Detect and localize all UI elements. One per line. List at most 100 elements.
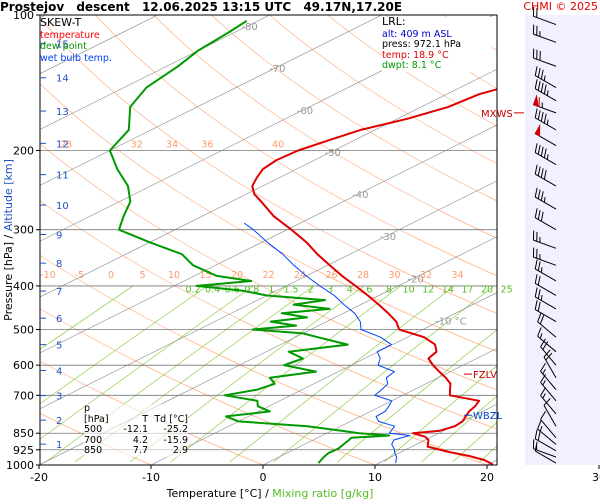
wbzl-label: WBZL: [473, 411, 503, 422]
mixing-ratio-label: 10: [403, 284, 415, 295]
y-axis-title-pressure: Pressure [hPa]: [2, 238, 15, 320]
credit-text: CHMI © 2025: [523, 0, 598, 13]
mixing-ratio-label: 1: [268, 284, 274, 295]
altitude-tick-label: 6: [56, 314, 62, 325]
mixing-ratio-label: 2: [308, 284, 314, 295]
y-axis-title: Pressure [hPa] / Altitude [km]: [2, 159, 15, 321]
pressure-tick-label: 850: [13, 427, 34, 440]
altitude-tick-label: 8: [56, 259, 62, 270]
pressure-tick-label: 925: [13, 444, 34, 457]
dry-adiabat-label: 22: [262, 270, 274, 281]
pressure-tick-label: 1000: [6, 459, 34, 472]
altitude-tick-label: 3: [56, 392, 62, 403]
altitude-tick-label: 5: [56, 341, 62, 352]
pressure-tick-label: 500: [13, 324, 34, 337]
x-axis-title-mixing: Mixing ratio [g/kg]: [272, 487, 373, 500]
altitude-tick-label: 11: [56, 171, 69, 182]
pressure-tick-label: 400: [13, 280, 34, 293]
plot-background: [40, 15, 497, 465]
pressure-tick-label: 700: [13, 389, 34, 402]
sounding-datetime: 12.06.2025 13:15 UTC: [142, 0, 291, 14]
isotherm-label: -70: [269, 64, 285, 75]
table-cell: -12.1: [114, 425, 148, 436]
sounding-location: 49.17N,17.20E: [303, 0, 402, 14]
altitude-tick-label: 12: [56, 139, 69, 150]
y-axis-title-separator: /: [2, 231, 15, 238]
legend-title: SKEW-T: [40, 17, 170, 29]
table-cell: 2.9: [148, 446, 188, 457]
mixing-ratio-label: 20: [481, 284, 493, 295]
altitude-tick-label: 7: [56, 287, 62, 298]
pressure-tick-label: 600: [13, 359, 34, 372]
mixing-ratio-label: 12: [422, 284, 434, 295]
mxws-label: MXWS: [481, 109, 513, 120]
lrl-title: LRL:: [382, 17, 492, 28]
table-header-cell: p [hPa]: [84, 404, 114, 425]
y-axis-title-altitude: Altitude [km]: [2, 159, 15, 231]
dry-adiabat-label: 36: [201, 139, 213, 150]
isotherm-label: -30: [380, 232, 396, 243]
lrl-dewpoint: dwpt: 8.1 °C: [382, 61, 492, 72]
isotherm-label: -60: [297, 106, 313, 117]
table-cell: 500: [84, 425, 114, 436]
dry-adiabat-label: 34: [166, 139, 178, 150]
altitude-tick-label: 14: [56, 74, 69, 85]
mixing-ratio-label: 25: [501, 284, 513, 295]
dry-adiabat-label: 0: [108, 270, 114, 281]
dry-adiabat-label: 34: [451, 270, 463, 281]
sounding-mode: descent: [76, 0, 129, 14]
x-axis-title: Temperature [°C] / Mixing ratio [g/kg]: [166, 487, 374, 500]
mixing-ratio-label: 4: [347, 284, 353, 295]
dry-adiabat-label: 5: [139, 270, 145, 281]
pressure-tick-label: 300: [13, 224, 34, 237]
lrl-info-box: LRL: alt: 409 m ASL press: 972.1 hPa tem…: [382, 17, 492, 72]
dry-adiabat-label: 24: [294, 270, 306, 281]
altitude-tick-label: 13: [56, 107, 69, 118]
x-tick-label: -10: [142, 471, 160, 484]
altitude-tick-label: 1: [56, 440, 62, 451]
mixing-ratio-label: 14: [442, 284, 454, 295]
legend-item-dewpoint: dew point: [40, 41, 170, 53]
dry-adiabat-label: 32: [420, 270, 432, 281]
x-tick-label: 0: [260, 471, 267, 484]
dry-adiabat-label: 28: [357, 270, 369, 281]
isotherm-label: -10 °C: [435, 316, 467, 327]
dry-adiabat-label: 32: [131, 139, 143, 150]
altitude-tick-label: 2: [56, 416, 62, 427]
legend-item-wetbulb: wet bulb temp.: [40, 53, 170, 65]
dry-adiabat-label: -10: [40, 270, 56, 281]
mixing-ratio-label: 1.5: [283, 284, 298, 295]
mixing-ratio-label: 8: [386, 284, 392, 295]
station-name: Prostejov: [0, 0, 64, 14]
isotherm-label: -50: [324, 148, 340, 159]
x-tick-label: 10: [368, 471, 382, 484]
lrl-pressure: press: 972.1 hPa: [382, 40, 492, 51]
table-cell: 7.7: [114, 446, 148, 457]
dry-adiabat-label: 30: [388, 270, 400, 281]
dry-adiabat-label: -5: [75, 270, 84, 281]
chart-header: Prostejov descent 12.06.2025 13:15 UTC 4…: [0, 0, 410, 14]
x-tick-label: -20: [30, 471, 48, 484]
table-cell: -25.2: [148, 425, 188, 436]
x-tick-label: 30: [592, 471, 600, 484]
mixing-ratio-label: 17: [461, 284, 473, 295]
dry-adiabat-label: 40: [272, 139, 284, 150]
x-axis-title-separator: /: [265, 487, 272, 500]
table-row: 500-12.1-25.2: [84, 425, 188, 436]
table-cell: 850: [84, 446, 114, 457]
altitude-tick-label: 9: [56, 230, 62, 241]
altitude-tick-label: 4: [56, 366, 62, 377]
altitude-tick-label: 10: [56, 201, 69, 212]
fzlv-label: FZLV: [473, 370, 497, 381]
x-tick-label: 20: [480, 471, 494, 484]
x-axis-title-temperature: Temperature [°C]: [166, 487, 265, 500]
legend-item-temperature: temperature: [40, 30, 170, 42]
pressure-tick-label: 200: [13, 144, 34, 157]
dry-adiabat-label: 10: [168, 270, 180, 281]
chart-legend: SKEW-T temperature dew point wet bulb te…: [40, 17, 170, 64]
isotherm-label: -40: [352, 190, 368, 201]
